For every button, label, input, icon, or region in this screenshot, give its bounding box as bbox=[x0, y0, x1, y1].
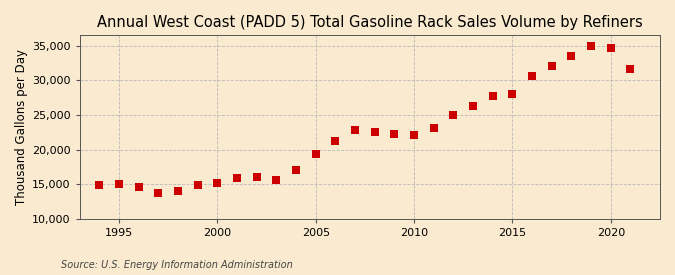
Point bbox=[487, 94, 498, 98]
Point bbox=[173, 189, 184, 193]
Point bbox=[586, 44, 597, 48]
Point bbox=[507, 91, 518, 96]
Point bbox=[153, 191, 164, 195]
Point bbox=[232, 176, 242, 180]
Point bbox=[291, 167, 302, 172]
Point bbox=[369, 130, 380, 134]
Point bbox=[310, 152, 321, 156]
Y-axis label: Thousand Gallons per Day: Thousand Gallons per Day bbox=[15, 49, 28, 205]
Point bbox=[389, 132, 400, 137]
Point bbox=[409, 133, 420, 137]
Point bbox=[448, 113, 459, 117]
Point bbox=[605, 46, 616, 50]
Point bbox=[192, 183, 203, 188]
Point bbox=[429, 126, 439, 130]
Point bbox=[566, 54, 577, 58]
Point bbox=[134, 185, 144, 189]
Point bbox=[330, 139, 341, 144]
Text: Source: U.S. Energy Information Administration: Source: U.S. Energy Information Administ… bbox=[61, 260, 292, 270]
Point bbox=[114, 182, 125, 186]
Point bbox=[271, 178, 282, 182]
Point bbox=[468, 104, 479, 108]
Title: Annual West Coast (PADD 5) Total Gasoline Rack Sales Volume by Refiners: Annual West Coast (PADD 5) Total Gasolin… bbox=[97, 15, 643, 30]
Point bbox=[547, 64, 558, 68]
Point bbox=[350, 128, 360, 133]
Point bbox=[625, 66, 636, 71]
Point bbox=[526, 73, 537, 78]
Point bbox=[212, 181, 223, 185]
Point bbox=[251, 175, 262, 180]
Point bbox=[94, 183, 105, 187]
